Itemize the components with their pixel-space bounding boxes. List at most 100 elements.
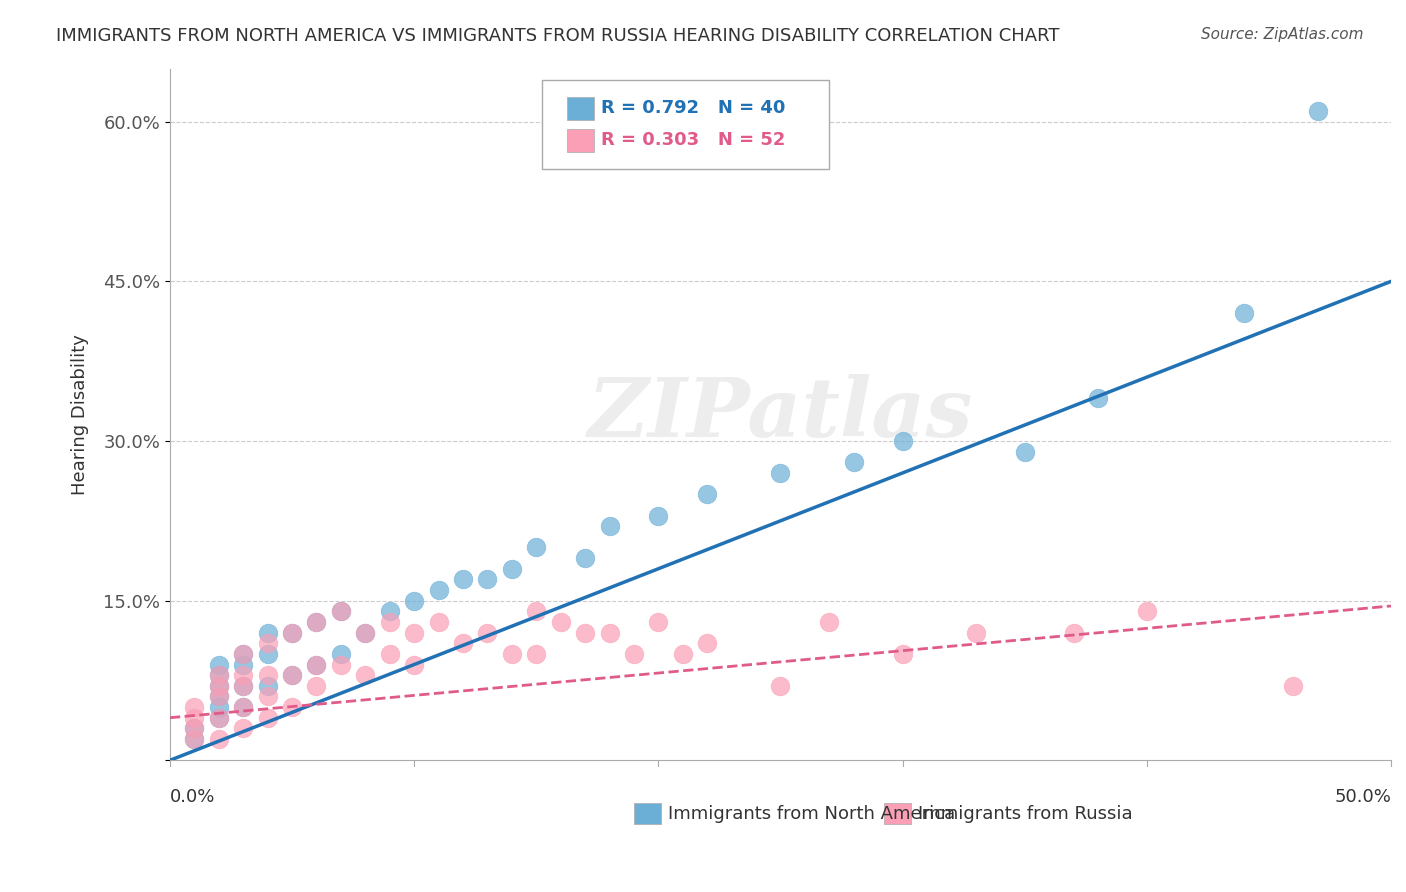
Point [477,625,499,640]
Text: 0.0%: 0.0% [170,788,215,806]
Point [256,647,278,661]
Y-axis label: Hearing Disability: Hearing Disability [72,334,89,495]
Point [183,700,205,714]
Point [281,625,304,640]
Point [451,573,474,587]
Point [574,625,596,640]
Point [208,668,231,682]
Text: Immigrants from North America: Immigrants from North America [668,805,956,822]
Point [1233,306,1256,320]
Point [329,604,352,618]
Point [842,455,865,469]
Point [696,636,718,650]
Point [451,636,474,650]
Point [329,604,352,618]
Point [256,690,278,704]
Point [672,647,695,661]
Point [354,625,377,640]
Point [647,615,669,629]
Point [232,657,254,672]
Point [647,508,669,523]
Point [965,625,987,640]
Point [599,625,621,640]
Point [256,711,278,725]
Point [599,519,621,533]
Point [524,604,547,618]
Point [550,615,572,629]
Point [232,679,254,693]
Text: 50.0%: 50.0% [1334,788,1391,806]
Point [256,679,278,693]
Point [208,657,231,672]
Point [891,434,914,448]
Point [818,615,841,629]
Point [378,604,401,618]
Point [256,668,278,682]
Point [232,679,254,693]
Point [404,657,426,672]
Point [208,711,231,725]
Point [208,679,231,693]
Point [305,615,328,629]
Text: Immigrants from Russia: Immigrants from Russia [918,805,1133,822]
Point [329,657,352,672]
Point [574,551,596,566]
Point [208,690,231,704]
Point [1063,625,1085,640]
Point [404,625,426,640]
Point [256,636,278,650]
Point [427,615,450,629]
Point [232,722,254,736]
Point [208,690,231,704]
Point [1282,679,1305,693]
FancyBboxPatch shape [884,803,911,824]
Point [354,625,377,640]
Point [1014,444,1036,458]
Point [232,647,254,661]
Point [1306,104,1329,119]
Point [281,700,304,714]
Point [281,668,304,682]
Text: R = 0.792   N = 40: R = 0.792 N = 40 [600,99,786,117]
Point [208,711,231,725]
Point [477,573,499,587]
Point [208,668,231,682]
Point [305,615,328,629]
Point [378,647,401,661]
FancyBboxPatch shape [567,128,593,152]
Point [208,679,231,693]
Point [524,647,547,661]
FancyBboxPatch shape [634,803,661,824]
Point [305,657,328,672]
Point [769,466,792,480]
Point [232,647,254,661]
Point [232,700,254,714]
Point [256,625,278,640]
Point [281,668,304,682]
Point [232,700,254,714]
Point [354,668,377,682]
Point [305,657,328,672]
Point [281,625,304,640]
Point [183,722,205,736]
Point [501,562,523,576]
FancyBboxPatch shape [567,97,593,120]
Point [183,722,205,736]
Point [183,711,205,725]
Point [208,731,231,746]
Text: Source: ZipAtlas.com: Source: ZipAtlas.com [1201,27,1364,42]
Point [891,647,914,661]
Text: IMMIGRANTS FROM NORTH AMERICA VS IMMIGRANTS FROM RUSSIA HEARING DISABILITY CORRE: IMMIGRANTS FROM NORTH AMERICA VS IMMIGRA… [56,27,1060,45]
FancyBboxPatch shape [543,80,830,169]
Point [183,731,205,746]
Point [232,668,254,682]
Point [1136,604,1159,618]
Point [305,679,328,693]
Point [769,679,792,693]
Point [524,541,547,555]
Point [427,582,450,597]
Point [378,615,401,629]
Point [501,647,523,661]
Text: ZIPatlas: ZIPatlas [588,375,973,454]
Point [1087,392,1109,406]
